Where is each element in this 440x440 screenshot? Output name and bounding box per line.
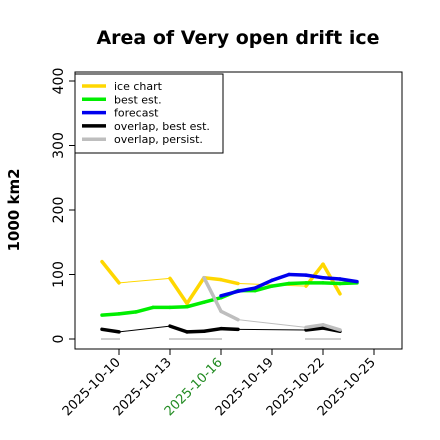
- series-segment: [219, 289, 240, 298]
- series-segment: [118, 325, 171, 333]
- y-tick-label: 400: [51, 68, 67, 95]
- series-segment: [219, 277, 240, 286]
- y-tick-label: 0: [51, 335, 67, 344]
- series-segment: [338, 281, 359, 286]
- series-segment: [202, 275, 223, 282]
- legend-label: forecast: [114, 107, 159, 120]
- series-segment: [270, 272, 291, 283]
- legend-label: best est.: [114, 93, 162, 106]
- y-tick-label: 100: [51, 261, 67, 288]
- series-segment: [168, 305, 189, 310]
- legend-label: overlap, persist.: [114, 133, 203, 146]
- series-segment: [117, 310, 138, 316]
- series-segment: [287, 281, 308, 286]
- series-segment: [321, 281, 342, 286]
- series-segment: [100, 312, 121, 317]
- series-segment: [185, 329, 206, 334]
- series-segment: [338, 277, 359, 284]
- y-axis-label: 1000 km2: [5, 168, 23, 251]
- series-segment: [237, 319, 307, 328]
- series-segment: [202, 275, 223, 314]
- series-segment: [304, 323, 325, 330]
- chart-title: Area of Very open drift ice: [96, 27, 379, 49]
- series-segment: [118, 277, 171, 284]
- series-segment: [287, 272, 308, 277]
- series-layer: [100, 259, 359, 340]
- series-segment: [168, 276, 189, 306]
- series-segment: [202, 326, 223, 334]
- y-axis: 0 100 200 300 400: [51, 68, 75, 344]
- series-segment: [134, 305, 155, 314]
- series-segment: [321, 323, 342, 332]
- series-segment: [304, 273, 325, 280]
- legend-label: ice chart: [114, 80, 163, 93]
- series-segment: [219, 309, 240, 322]
- x-axis: 2025-10-102025-10-132025-10-162025-10-19…: [60, 349, 379, 419]
- series-segment: [253, 284, 274, 293]
- y-tick-label: 300: [51, 132, 67, 159]
- series-segment: [202, 295, 223, 304]
- legend-label: overlap, best est.: [114, 120, 210, 133]
- series-segment: [270, 281, 291, 288]
- series-overlap-best-est-: [100, 324, 342, 334]
- series-best-est-: [100, 281, 359, 317]
- series-segment: [237, 328, 307, 331]
- series-segment: [100, 327, 121, 334]
- series-segment: [100, 259, 121, 285]
- y-tick-label: 200: [51, 197, 67, 224]
- series-segment: [168, 324, 189, 334]
- series-segment: [321, 275, 342, 281]
- series-segment: [219, 326, 240, 332]
- series-segment: [236, 286, 257, 294]
- series-segment: [185, 300, 206, 309]
- series-overlap-persist-: [202, 275, 342, 332]
- series-segment: [185, 275, 206, 306]
- series-segment: [304, 326, 325, 332]
- series-forecast: [219, 272, 359, 298]
- series-segment: [253, 278, 274, 290]
